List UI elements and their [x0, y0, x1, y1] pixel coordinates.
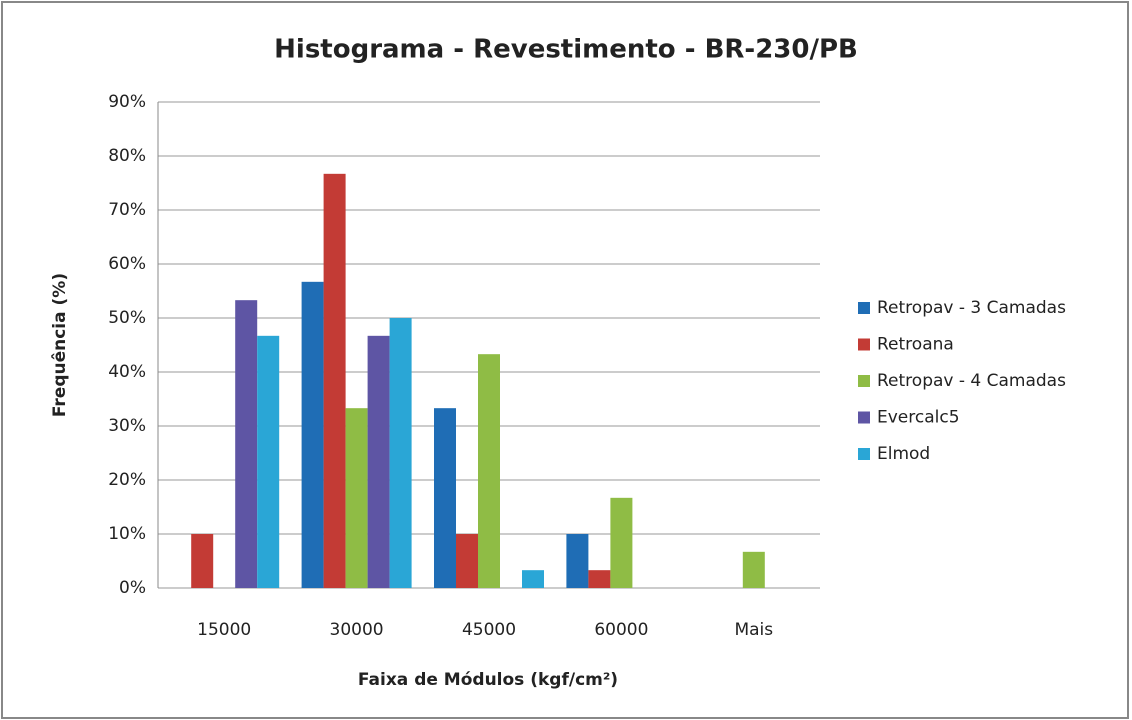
bar — [742, 551, 765, 588]
y-tick-label: 70% — [108, 200, 146, 220]
legend-swatch — [858, 375, 870, 387]
x-tick-label: 30000 — [330, 620, 384, 640]
legend-swatch — [858, 448, 870, 460]
bar — [610, 497, 633, 588]
legend-swatch — [858, 411, 870, 424]
y-tick-label: 20% — [108, 470, 146, 490]
legend-swatch — [858, 338, 870, 351]
x-tick-label: 45000 — [462, 620, 516, 640]
y-tick-label: 40% — [108, 362, 146, 382]
x-axis-label: Faixa de Módulos (kgf/cm²) — [358, 670, 618, 690]
y-tick-label: 50% — [108, 308, 146, 328]
legend-swatch — [858, 302, 870, 314]
bar — [191, 534, 214, 588]
legend-label: Retropav - 3 Camadas — [877, 298, 1066, 318]
y-tick-label: 0% — [119, 578, 146, 598]
bar — [389, 318, 412, 588]
x-tick-label: 15000 — [197, 620, 251, 640]
bar — [588, 570, 611, 588]
bar — [323, 173, 346, 588]
y-tick-label: 30% — [108, 416, 146, 436]
y-tick-label: 90% — [108, 92, 146, 112]
chart-title: Histograma - Revestimento - BR-230/PB — [274, 35, 858, 65]
bar — [301, 281, 324, 588]
y-tick-label: 60% — [108, 254, 146, 274]
bar — [345, 408, 368, 588]
x-tick-label: Mais — [734, 620, 773, 640]
bar — [434, 408, 456, 588]
y-tick-label: 10% — [108, 524, 146, 544]
legend-label: Retroana — [877, 335, 954, 355]
y-tick-label: 80% — [108, 146, 146, 166]
bar — [367, 335, 390, 588]
legend-label: Retropav - 4 Camadas — [877, 371, 1066, 391]
bar — [235, 300, 258, 588]
legend-label: Elmod — [877, 444, 930, 464]
bar — [478, 354, 500, 588]
bar — [456, 534, 478, 588]
bar — [566, 534, 589, 588]
y-axis-label: Frequência (%) — [50, 273, 70, 417]
bar — [522, 570, 544, 588]
legend-label: Evercalc5 — [877, 408, 960, 428]
x-tick-label: 60000 — [594, 620, 648, 640]
bar — [257, 335, 280, 588]
